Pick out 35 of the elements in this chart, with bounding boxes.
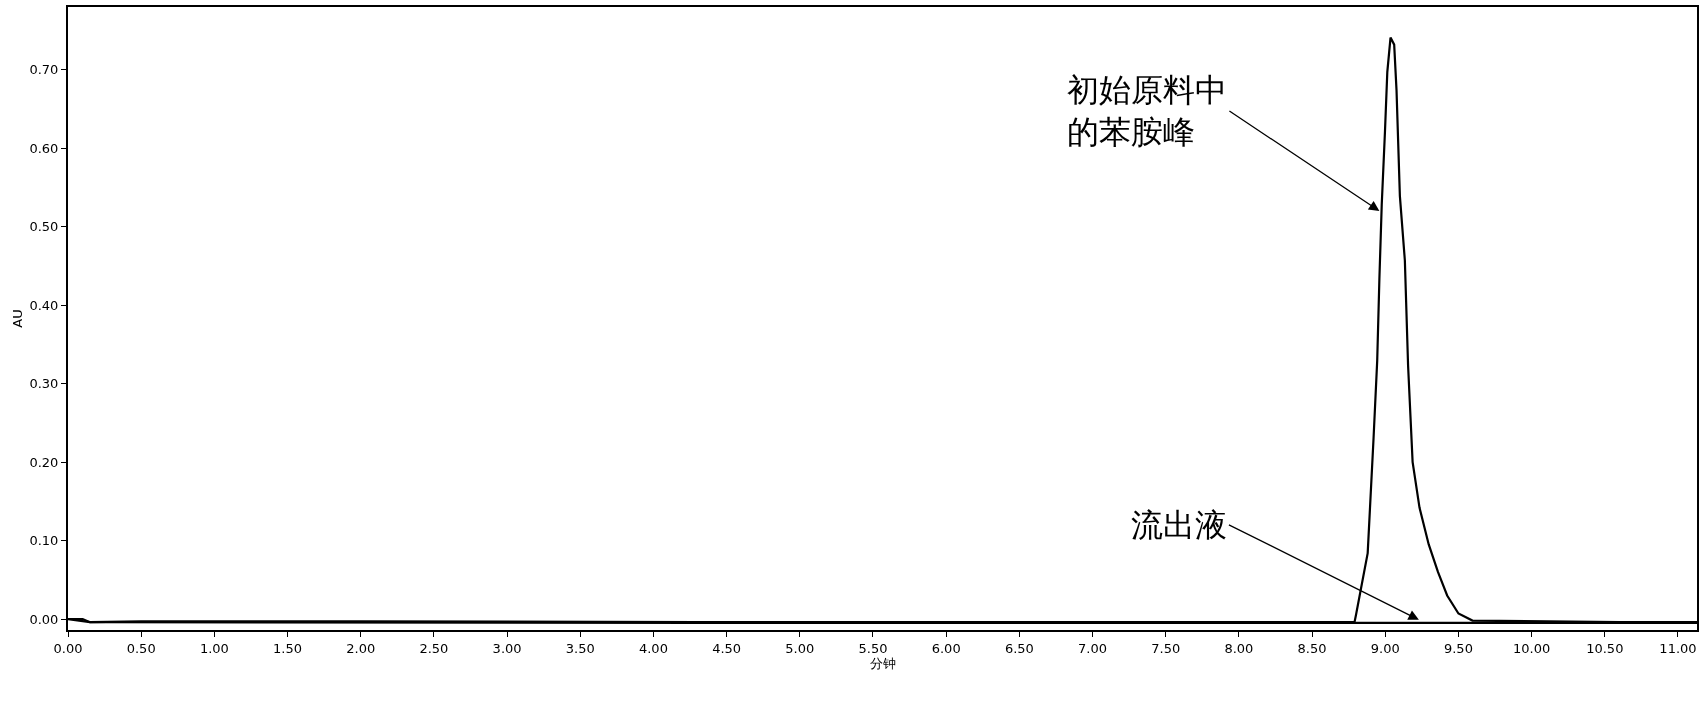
x-tick-label: 8.00: [1224, 640, 1254, 656]
y-tick-label: 0.60: [29, 140, 59, 156]
x-tick-label: 0.00: [53, 640, 83, 656]
y-axis-title: AU: [9, 309, 25, 328]
x-tick-label: 2.00: [346, 640, 376, 656]
x-tick-label: 1.50: [273, 640, 303, 656]
y-tick-label: 0.10: [29, 533, 59, 549]
x-tick-label: 0.50: [126, 640, 156, 656]
x-tick-label: 6.00: [931, 640, 961, 656]
x-tick-label: 1.00: [199, 640, 229, 656]
x-axis-title: 分钟: [869, 655, 896, 671]
x-tick-label: 5.50: [858, 640, 888, 656]
x-tick-label: 7.50: [1151, 640, 1181, 656]
x-tick-label: 7.00: [1078, 640, 1108, 656]
x-tick-label: 9.00: [1370, 640, 1400, 656]
x-tick-label: 11.00: [1659, 640, 1697, 656]
x-tick-label: 2.50: [419, 640, 449, 656]
y-tick-label: 0.40: [29, 297, 59, 313]
x-tick-label: 10.50: [1586, 640, 1624, 656]
x-tick-label: 6.50: [1004, 640, 1034, 656]
x-tick-label: 3.00: [492, 640, 522, 656]
x-tick-label: 4.50: [712, 640, 742, 656]
y-tick-label: 0.20: [29, 454, 59, 470]
annotation: 流出液: [1131, 506, 1227, 544]
x-tick-label: 8.50: [1297, 640, 1327, 656]
x-tick-label: 5.00: [785, 640, 815, 656]
annotation: 初始原料中的苯胺峰: [1067, 71, 1227, 151]
y-tick-label: 0.50: [29, 219, 59, 235]
y-tick-label: 0.00: [29, 611, 59, 627]
y-tick-label: 0.30: [29, 376, 59, 392]
x-tick-label: 3.50: [565, 640, 595, 656]
y-tick-label: 0.70: [29, 62, 59, 78]
x-tick-label: 10.00: [1513, 640, 1551, 656]
x-tick-label: 4.00: [638, 640, 668, 656]
x-tick-label: 9.50: [1443, 640, 1473, 656]
